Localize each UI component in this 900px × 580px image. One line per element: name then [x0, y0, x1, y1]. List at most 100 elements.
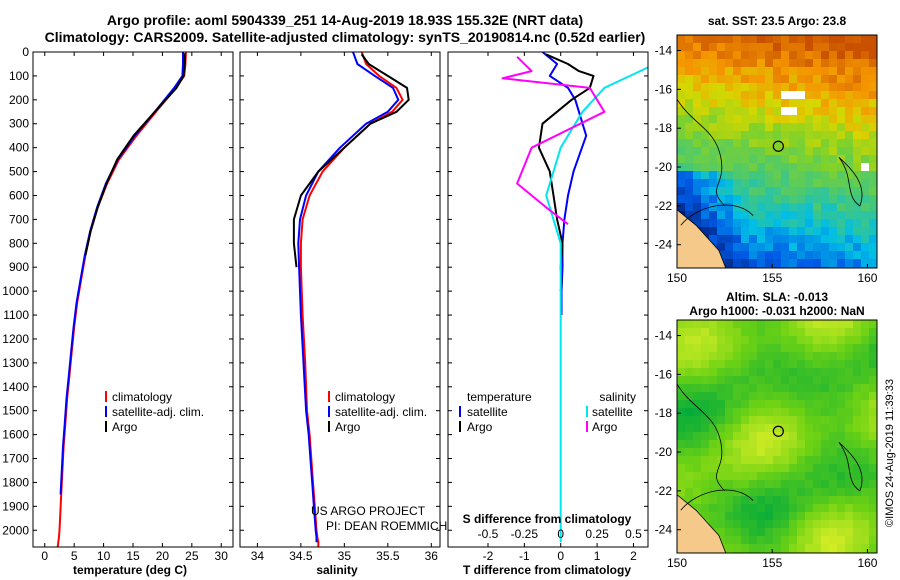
- map-cell: [797, 544, 806, 553]
- map-cell: [837, 496, 846, 505]
- map-cell: [869, 384, 877, 393]
- map-cell: [757, 376, 766, 385]
- map-cell: [709, 496, 718, 505]
- map-cell: [861, 75, 870, 84]
- map-cell: [733, 171, 742, 180]
- map-cell: [765, 195, 774, 204]
- map-cell: [813, 392, 822, 401]
- map-cell: [741, 131, 750, 140]
- map-cell: [733, 163, 742, 172]
- salinity-legend: climatology satellite-adj. clim. Argo: [328, 390, 427, 434]
- map-cell: [869, 536, 877, 545]
- map-cell: [821, 259, 830, 268]
- map-cell: [765, 203, 774, 212]
- map-cell: [797, 75, 806, 84]
- map-cell: [701, 480, 710, 489]
- map-cell: [749, 259, 758, 268]
- depth-tick-label: 1800: [2, 475, 29, 489]
- map-cell: [693, 171, 702, 180]
- map-cell: [797, 59, 806, 68]
- map-cell: [845, 115, 854, 124]
- map-cell: [757, 448, 766, 457]
- map-cell: [813, 408, 822, 417]
- map-cell: [821, 440, 830, 449]
- map-cell: [829, 536, 838, 545]
- map-cell: [869, 344, 877, 353]
- map-cell: [781, 360, 790, 369]
- map-cell: [717, 251, 726, 260]
- map-cell: [741, 424, 750, 433]
- map-cell: [677, 320, 686, 329]
- map-cell: [709, 155, 718, 164]
- map-cell: [717, 163, 726, 172]
- map-cell: [773, 320, 782, 329]
- map-cell: [805, 536, 814, 545]
- map-cell: [677, 336, 686, 345]
- map-cell: [677, 472, 686, 481]
- map-cell: [821, 536, 830, 545]
- map-cell: [701, 376, 710, 385]
- map-cell: [869, 464, 877, 473]
- map-cell: [837, 51, 846, 60]
- map-cell: [709, 195, 718, 204]
- map-cell: [869, 408, 877, 417]
- map-cell: [709, 432, 718, 441]
- map-cell: [693, 344, 702, 353]
- map-cell: [685, 51, 694, 60]
- map-cell: [717, 67, 726, 76]
- map-cell: [813, 448, 822, 457]
- map-cell: [725, 408, 734, 417]
- map-cell: [725, 480, 734, 489]
- map-cell: [677, 59, 686, 68]
- map-cell: [765, 544, 774, 553]
- map-cell: [797, 171, 806, 180]
- map-cell: [821, 139, 830, 148]
- map-cell: [853, 408, 862, 417]
- map-cell: [797, 464, 806, 473]
- map-cell: [717, 464, 726, 473]
- map-cell: [685, 464, 694, 473]
- map-cell: [773, 368, 782, 377]
- map-cell: [797, 99, 806, 108]
- map-cell: [749, 544, 758, 553]
- x-tick-label: 35.5: [376, 549, 400, 563]
- map-cell: [709, 75, 718, 84]
- map-cell: [789, 432, 798, 441]
- map-cell: [701, 35, 710, 44]
- map-cell: [805, 504, 814, 513]
- map-cell: [813, 83, 822, 92]
- map-cell: [693, 91, 702, 100]
- map-cell: [821, 448, 830, 457]
- map-cell: [741, 155, 750, 164]
- map-cell: [853, 219, 862, 228]
- map-cell: [869, 35, 877, 44]
- map-cell: [733, 416, 742, 425]
- map-cell: [861, 496, 870, 505]
- map-cell: [845, 171, 854, 180]
- map-cell: [853, 203, 862, 212]
- map-cell: [861, 187, 870, 196]
- map-cell: [685, 35, 694, 44]
- map-cell: [725, 259, 734, 268]
- map-cell: [829, 219, 838, 228]
- map-cell: [845, 211, 854, 220]
- map-cell: [685, 432, 694, 441]
- map-cell: [781, 424, 790, 433]
- map-cell: [757, 35, 766, 44]
- map-cell: [829, 416, 838, 425]
- map-cell: [757, 440, 766, 449]
- map-cell: [773, 424, 782, 433]
- map-cell: [837, 219, 846, 228]
- map-cell: [741, 512, 750, 521]
- map-cell: [773, 472, 782, 481]
- map-cell: [693, 480, 702, 489]
- bathymetry-contour: [677, 98, 725, 207]
- map-cell: [701, 187, 710, 196]
- map-cell: [749, 432, 758, 441]
- map-cell: [709, 83, 718, 92]
- map-cell: [757, 67, 766, 76]
- map-cell: [829, 75, 838, 84]
- map-cell: [869, 251, 877, 260]
- map-cell: [765, 235, 774, 244]
- map-cell: [757, 536, 766, 545]
